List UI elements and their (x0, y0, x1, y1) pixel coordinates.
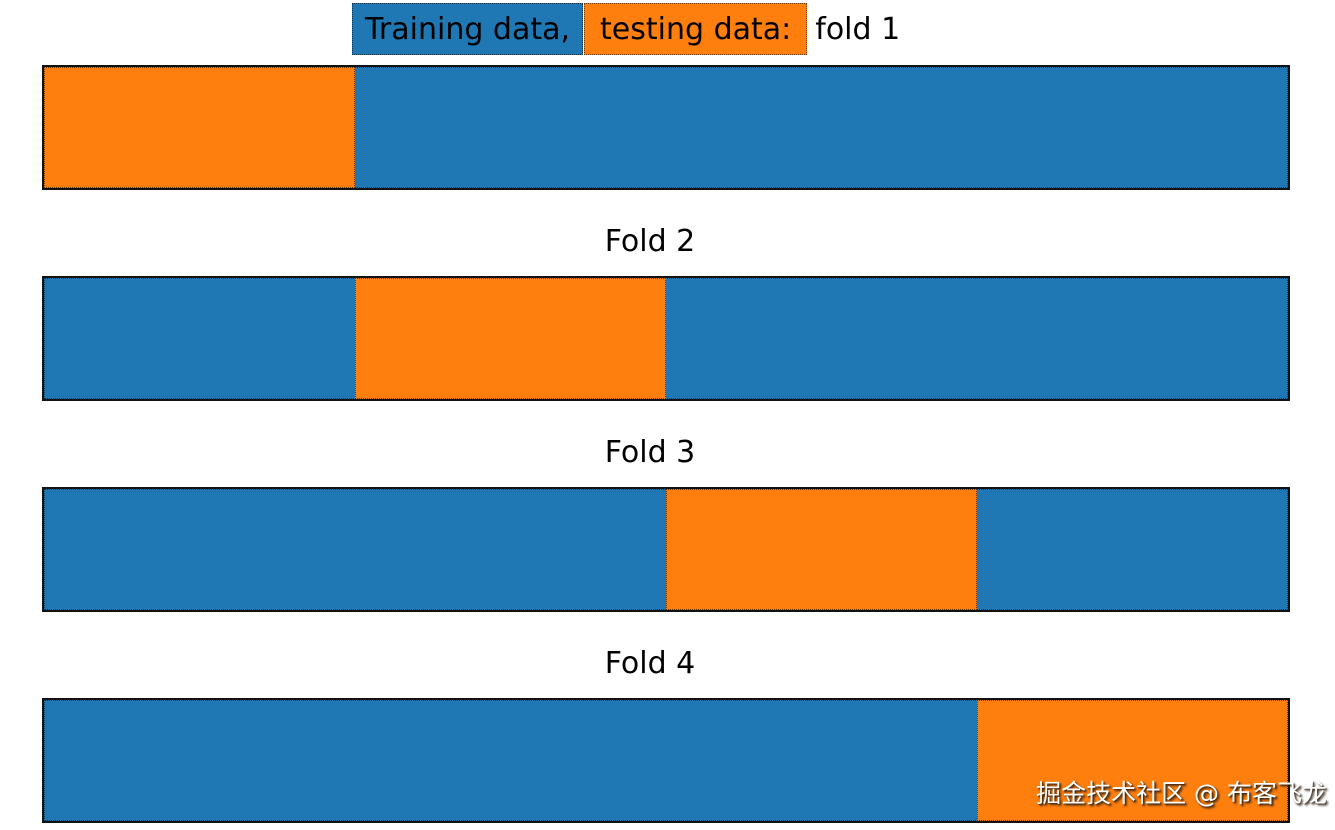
fold-1-title-text: fold 1 (815, 11, 901, 47)
fold-3-test-segment (666, 489, 977, 610)
figure-title: Training data, testing data: fold 1 (352, 3, 900, 55)
fold-2-label: Fold 2 (604, 224, 696, 259)
fold-2-bar (42, 276, 1290, 401)
fold-1-bar (42, 65, 1290, 190)
fold-3-bar (42, 487, 1290, 612)
testing-data-legend-chip: testing data: (584, 3, 808, 55)
watermark: 掘金技术社区 @ 布客飞龙 (1036, 779, 1327, 808)
fold-4-label: Fold 4 (604, 646, 696, 681)
fold-3-label: Fold 3 (604, 435, 696, 470)
fold-2-test-segment (355, 278, 666, 399)
fold-4-bar (42, 698, 1290, 823)
fold-1-test-segment (44, 67, 355, 188)
fold-4-test-segment (977, 700, 1288, 821)
fold-2-train-region (44, 278, 1288, 399)
training-data-legend-chip: Training data, (352, 3, 584, 55)
